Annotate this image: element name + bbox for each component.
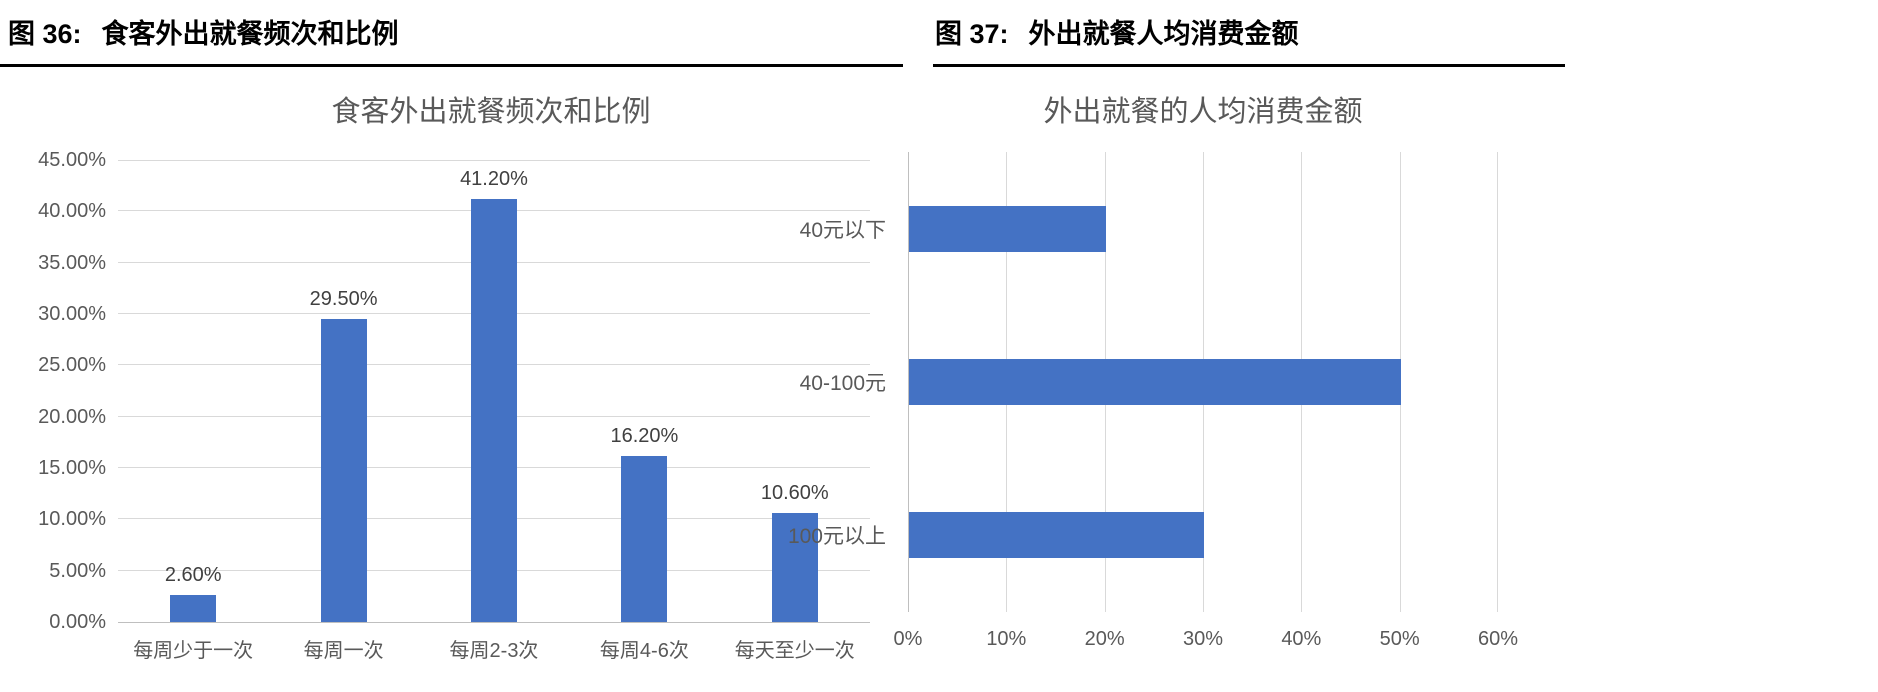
bar-40-100元: [909, 359, 1401, 405]
x-category-label: 每周4-6次: [599, 640, 689, 662]
y-axis-tick-label: 35.00%: [38, 251, 106, 274]
right-chart-plot-area: 0% 10% 20% 30% 40% 50% 60% 40元以下 40-100元 100元以上: [788, 152, 1518, 650]
y-axis-tick-label: 30.00%: [38, 303, 106, 325]
y-category-label: 100元以上: [787, 525, 886, 549]
y-axis-tick-label: 40.00%: [38, 200, 106, 223]
bar-每周一次: [320, 319, 367, 622]
x-axis-tick-label: 60%: [1477, 628, 1519, 650]
y-axis-tick-label: 45.00%: [38, 149, 106, 171]
x-axis-tick-label: 20%: [1084, 628, 1125, 650]
x-category-label: 每周2-3次: [449, 640, 539, 662]
bar-100元以上: [909, 512, 1204, 559]
figure-37-caption-label: 图 37:: [935, 19, 1009, 49]
gridline-60: [1497, 152, 1498, 612]
y-axis-tick-label: 5.00%: [49, 559, 106, 582]
x-category-label: 每周少于一次: [133, 640, 254, 662]
right-chart-title: 外出就餐的人均消费金额: [1043, 96, 1363, 128]
x-axis-tick-label: 50%: [1379, 628, 1420, 650]
x-category-label: 每天至少一次: [734, 640, 855, 662]
figure-36-caption: 图 36: 食客外出就餐频次和比例: [0, 12, 903, 67]
gridline-0: [118, 622, 870, 623]
y-axis-tick-label: 20.00%: [38, 405, 106, 428]
figure-36-caption-title: 食客外出就餐频次和比例: [101, 19, 399, 49]
bar-每周2-3次: [471, 199, 517, 622]
bar-value-label: 16.20%: [610, 424, 679, 447]
bar-每周4-6次: [621, 455, 668, 622]
x-axis-tick-label: 10%: [986, 628, 1027, 650]
figure-36-caption-label: 图 36:: [8, 19, 82, 49]
gridline-0: [908, 152, 909, 612]
x-axis-tick-label: 0%: [893, 628, 923, 650]
left-chart-plot-area: 0.00% 5.00% 10.00% 15.00% 20.00% 25.00% 30.00%…: [38, 149, 870, 662]
x-category-label: 每周一次: [303, 640, 384, 662]
bar-value-label: 2.60%: [164, 564, 222, 587]
bar-value-label: 29.50%: [309, 288, 378, 311]
gridline-45: [118, 160, 870, 161]
bar-value-label: 10.60%: [760, 482, 829, 505]
y-category-label: 40-100元: [799, 372, 886, 395]
y-axis-tick-label: 10.00%: [38, 508, 106, 531]
figure-37-caption: 图 37: 外出就餐人均消费金额: [933, 12, 1565, 67]
x-axis-tick-label: 30%: [1182, 628, 1224, 650]
y-category-label: 40元以下: [799, 218, 886, 242]
left-chart-title: 食客外出就餐频次和比例: [331, 96, 651, 128]
y-axis-tick-label: 25.00%: [38, 354, 106, 377]
bar-每天至少一次: [771, 513, 818, 622]
y-axis-tick-label: 0.00%: [49, 611, 106, 633]
figure-37-caption-title: 外出就餐人均消费金额: [1028, 19, 1299, 49]
y-axis-tick-label: 15.00%: [38, 457, 106, 479]
bar-每周少于一次: [170, 595, 217, 622]
bar-40元以下: [909, 205, 1106, 252]
bar-value-label: 41.20%: [460, 168, 528, 191]
x-axis-tick-label: 40%: [1281, 628, 1322, 650]
